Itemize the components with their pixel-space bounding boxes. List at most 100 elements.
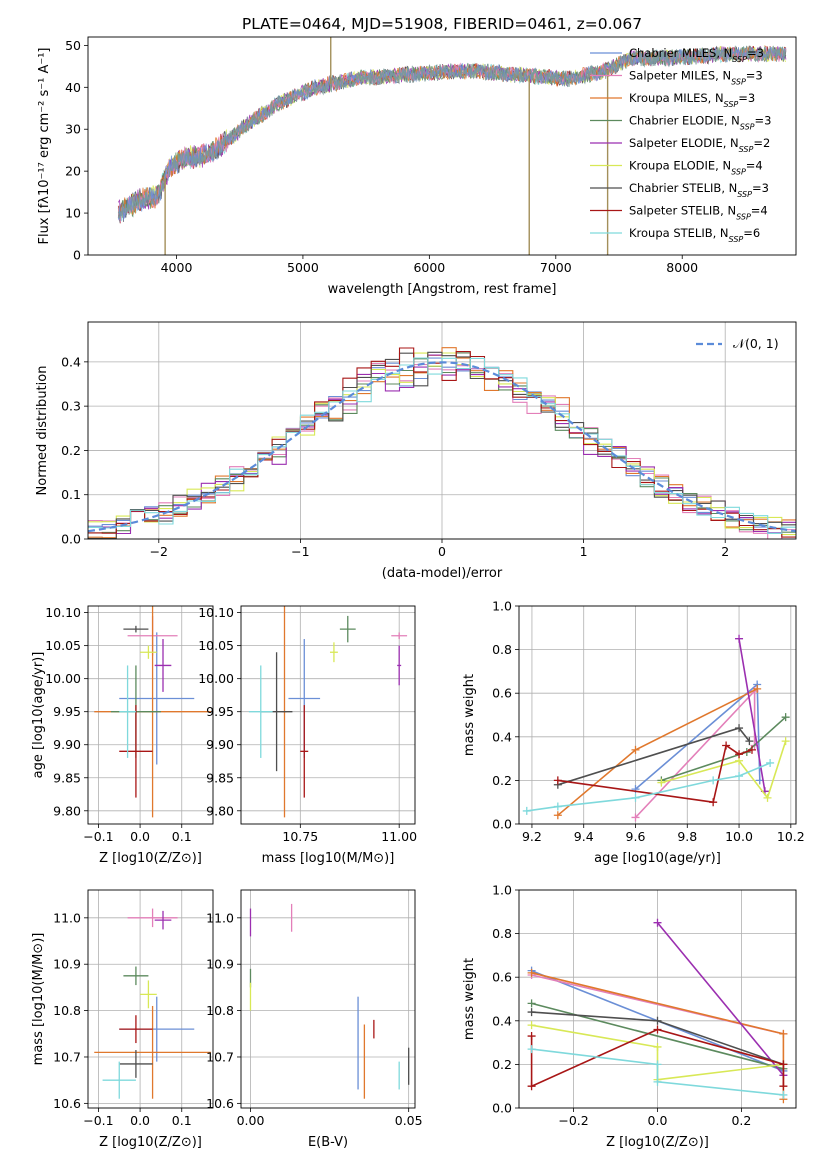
mass-weight-marker — [653, 1060, 662, 1069]
residual-histogram-step — [88, 357, 796, 535]
mass-weight-marker — [753, 684, 762, 693]
mass-weight-marker — [735, 750, 744, 759]
y-tick-label: 1.0 — [492, 599, 512, 614]
y-tick-label: 10.8 — [206, 1003, 234, 1018]
y-tick-label: 0.8 — [492, 926, 512, 941]
legend-entry: Salpeter MILES, NSSP=3 — [629, 69, 763, 87]
x-tick-label: 2 — [721, 544, 729, 559]
y-tick-label: 0.8 — [492, 642, 512, 657]
weight-vs-metallicity-panel: −0.2 0.0 0.2 0.0 0.2 0.4 0.6 0.8 1.0 Z [log10(Z/Z… — [462, 883, 797, 1150]
y-tick-label: 10.8 — [53, 1003, 81, 1018]
mass-weight-series-line — [557, 688, 758, 816]
legend-entry: Chabrier STELIB, NSSP=3 — [629, 181, 769, 199]
spectrum-legend: Chabrier MILES, NSSP=3 Salpeter MILES, NS… — [590, 46, 771, 244]
x-axis-label: age [log10(age/yr)] — [594, 851, 721, 866]
x-tick-label: 11.00 — [381, 829, 417, 844]
mass-weight-marker — [527, 1008, 536, 1017]
legend-entry: Kroupa MILES, NSSP=3 — [629, 91, 755, 109]
y-tick-label: 9.90 — [53, 737, 81, 752]
mass-weight-marker — [709, 798, 718, 807]
y-axis-label: mass weight — [462, 958, 477, 1040]
mass-weight-marker — [735, 634, 744, 643]
axes-frame — [87, 889, 214, 1109]
mass-weight-marker — [527, 1045, 536, 1054]
y-tick-label: 0.6 — [492, 686, 512, 701]
legend-ssp-subscript: SSP — [731, 77, 746, 86]
mass-weight-marker — [763, 793, 772, 802]
y-tick-label: 0.1 — [61, 487, 81, 502]
y-tick-label: 9.80 — [53, 803, 81, 818]
legend-ssp-count: =4 — [746, 159, 763, 173]
legend-entry: Chabrier MILES, NSSP=3 — [629, 46, 764, 64]
spectrum-panel: 4000 5000 6000 7000 8000 0 10 20 30 40 50 wavelengt… — [37, 36, 797, 297]
y-tick-label: 9.85 — [206, 770, 234, 785]
legend-ssp-subscript: SSP — [736, 212, 751, 221]
legend-ssp-subscript: SSP — [731, 167, 746, 176]
legend-ssp-count: =3 — [755, 114, 772, 128]
y-tick-label: 10.7 — [206, 1049, 234, 1064]
mass-weight-marker — [722, 741, 731, 750]
y-tick-label: 50 — [65, 38, 81, 53]
mass-weight-marker — [631, 745, 640, 754]
mass-weight-marker — [553, 811, 562, 820]
legend-entry: Kroupa STELIB, NSSP=6 — [629, 226, 760, 244]
y-tick-label: 0.4 — [492, 729, 512, 744]
x-tick-label: 7000 — [540, 260, 572, 275]
mass-weight-series-line — [656, 922, 785, 1076]
legend-ssp-subscript: SSP — [732, 55, 747, 64]
y-tick-label: 10.00 — [198, 671, 234, 686]
x-tick-label: 0.1 — [172, 829, 192, 844]
mass-weight-marker — [779, 1090, 788, 1099]
mass-weight-marker — [779, 1029, 788, 1038]
y-tick-label: 1.0 — [492, 883, 512, 898]
x-axis-label: mass [log10(M/M⊙)] — [262, 851, 395, 866]
legend-ssp-count: =6 — [743, 226, 760, 240]
x-axis-label: Z [log10(Z/Z⊙)] — [99, 1135, 202, 1150]
y-tick-label: 0.0 — [492, 1101, 512, 1116]
x-tick-label: 9.8 — [677, 829, 697, 844]
y-tick-label: 10.10 — [198, 605, 234, 620]
mass-weight-marker — [527, 968, 536, 977]
y-tick-label: 10 — [65, 206, 81, 221]
legend-ssp-count: =2 — [753, 136, 770, 150]
axes-frame — [240, 889, 416, 1109]
mass-weight-series-line — [531, 1048, 784, 1096]
residual-histogram-step — [88, 351, 796, 539]
mass-weight-marker — [653, 918, 662, 927]
y-tick-label: 0.6 — [492, 970, 512, 985]
y-tick-label: 9.95 — [53, 704, 81, 719]
x-tick-label: −0.1 — [83, 829, 113, 844]
normal-distribution-curve — [88, 361, 796, 533]
y-axis-label: mass [log10(M/M⊙)] — [31, 933, 46, 1066]
x-tick-label: 1 — [580, 544, 588, 559]
x-tick-label: 5000 — [287, 260, 319, 275]
legend-ssp-count: =3 — [752, 181, 769, 195]
y-tick-label: 10.05 — [198, 638, 234, 653]
y-tick-label: 10.00 — [45, 671, 81, 686]
mass-weight-marker — [745, 737, 754, 746]
mass-weight-marker — [653, 1025, 662, 1034]
mass-weight-marker — [781, 737, 790, 746]
y-tick-label: 10.6 — [206, 1096, 234, 1111]
axes-frame — [518, 889, 797, 1109]
mass-weight-marker — [779, 1082, 788, 1091]
axes-frame — [87, 321, 797, 540]
x-tick-label: 9.4 — [574, 829, 594, 844]
figure-title: PLATE=0464, MJD=51908, FIBERID=0461, z=0… — [242, 15, 642, 33]
mass-vs-metallicity-panel: −0.1 0.0 0.1 10.6 10.7 10.8 10.9 11.0 Z [log10(Z… — [31, 889, 214, 1150]
legend-ssp-count: =3 — [746, 69, 763, 83]
legend-ssp-count: =3 — [738, 91, 755, 105]
mass-weight-series-line — [526, 762, 771, 812]
x-tick-label: 4000 — [161, 260, 193, 275]
mass-weight-marker — [553, 802, 562, 811]
legend-ssp-count: =3 — [747, 46, 764, 60]
mass-weight-series-line — [738, 638, 766, 792]
y-tick-label: 9.95 — [206, 704, 234, 719]
axes-frame — [87, 605, 214, 825]
mass-weight-marker — [527, 1032, 536, 1041]
mass-weight-marker — [631, 793, 640, 802]
x-tick-label: 0.0 — [130, 829, 150, 844]
mass-weight-marker — [653, 1042, 662, 1051]
x-tick-label: 0.1 — [172, 1113, 192, 1128]
